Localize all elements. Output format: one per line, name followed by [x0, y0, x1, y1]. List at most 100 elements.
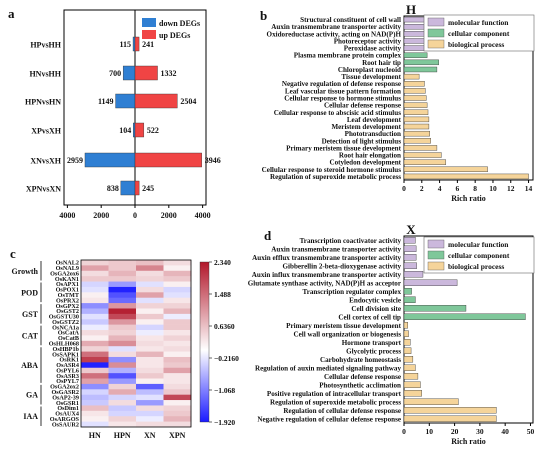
rich-ratio-bar [403, 373, 419, 380]
heatmap-cell [163, 303, 192, 309]
gene-label: OsGSTU30 [49, 314, 79, 321]
category-label: Endocytic vesicle [349, 296, 401, 304]
heatmap-cell [81, 373, 109, 379]
rich-ratio-bar [403, 116, 430, 123]
category-label: Photoreceptor activity [334, 37, 402, 45]
category-label: Regulation of superoxide metabolic proce… [270, 173, 401, 181]
heatmap-cell [136, 313, 164, 320]
heatmap-cell [108, 303, 137, 309]
heatmap-cell [136, 367, 164, 374]
heatmap-cell [136, 416, 164, 422]
rich-ratio-bar [403, 130, 430, 137]
category-label: Root hair elongation [339, 152, 401, 160]
rich-ratio-bar [403, 159, 447, 165]
category-label: Cell division site [351, 305, 401, 313]
plot-frame [403, 235, 534, 424]
group-label: GA [26, 391, 38, 400]
legend-swatch-bp [427, 261, 445, 271]
rich-ratio-bar [403, 398, 459, 405]
heatmap-cell [163, 378, 192, 385]
down-value-label: 115 [119, 40, 131, 49]
rich-ratio-bar [403, 237, 416, 244]
column-label: HN [89, 431, 101, 440]
heatmap-cell [136, 356, 164, 363]
up-bar [134, 65, 158, 81]
heatmap-cell [136, 303, 164, 309]
heatmap-cell [81, 416, 109, 422]
heatmap-cell [108, 400, 137, 406]
rich-ratio-bar [403, 279, 458, 286]
heatmap-cell [108, 416, 137, 422]
heatmap-cell [81, 362, 109, 369]
heatmap-cell [81, 389, 109, 395]
heatmap-cell [108, 389, 137, 395]
rich-ratio-bar [403, 364, 416, 371]
heatmap-cell [136, 260, 164, 266]
x-tick-label: 8 [473, 184, 477, 193]
heatmap-cell [136, 286, 164, 293]
category-label: Oxidoreductase activity, acting on NAD(P… [267, 30, 402, 38]
heatmap-cell [81, 394, 109, 401]
panel-label-d: d [264, 228, 272, 243]
panel-a-diverging-bar-chart: a HPvsHH 115 241 HNvsHH 700 1332 HPNvsHN 1149 250… [8, 6, 221, 220]
gene-label: OsPOX1 [56, 287, 79, 294]
heatmap-cell [81, 383, 109, 390]
heatmap-cell [136, 421, 164, 428]
heatmap-cell [163, 362, 192, 369]
heatmap-cell [163, 400, 192, 406]
heatmap-cell [81, 356, 109, 363]
gene-label: OsHBP1b [53, 346, 80, 353]
heatmap-cell [108, 373, 137, 379]
heatmap-cell [163, 335, 192, 342]
rich-ratio-bar [403, 356, 414, 363]
heatmap-cell [136, 270, 164, 277]
heatmap-cell [136, 335, 164, 342]
gene-label: OsARGOS [50, 416, 80, 423]
category-label: XPvsXH [31, 127, 62, 136]
heatmap-cell [81, 346, 109, 352]
up-value-label: 522 [147, 126, 159, 135]
gene-label: OsGPX2 [56, 303, 79, 310]
panel-label-c: c [10, 246, 16, 261]
gene-label: OsSAUR2 [52, 421, 79, 428]
heatmap-cell [108, 405, 137, 412]
x-tick-label: 10 [489, 184, 497, 193]
category-label: Carbohydrate homeostasis [320, 356, 401, 364]
legend-label: molecular function [448, 240, 509, 249]
gene-label: OsDim1 [57, 405, 79, 412]
heatmap-cell [108, 330, 137, 336]
category-label: Cellular response to hormone stimulus [284, 95, 401, 103]
rich-ratio-bar [403, 123, 430, 130]
heatmap-cell [163, 308, 192, 315]
x-tick-label: 30 [476, 427, 484, 436]
x-tick-label: 6 [456, 184, 460, 193]
category-label: Leaf vascular tissue pattern formation [285, 87, 401, 95]
legend-swatch-cc [427, 250, 445, 260]
heatmap-cell [163, 260, 192, 266]
category-label: HPNvsHN [25, 98, 61, 107]
up-bar [134, 180, 140, 196]
heatmap-cell [108, 297, 137, 304]
gene-label: OsGSTZ2 [52, 319, 79, 326]
heatmap-frame [80, 259, 192, 428]
heatmap-cell [136, 389, 164, 395]
heatmap-cell [81, 292, 109, 299]
heatmap-cell [163, 367, 192, 374]
colorbar-tick-label: −0.2160 [214, 354, 239, 363]
x-axis-label: Rich ratio [451, 194, 485, 203]
heatmap-cell [136, 324, 164, 331]
heatmap-cell [136, 265, 164, 272]
heatmap-cell [163, 416, 192, 422]
gene-label: OsRK1 [59, 357, 79, 364]
gene-label: OsTMT [58, 292, 80, 299]
group-label: POD [21, 288, 38, 297]
group-label: GST [22, 310, 39, 319]
category-label: Chloroplast nucleoid [338, 66, 401, 74]
heatmap-cell [163, 421, 192, 428]
heatmap-cell [108, 260, 137, 266]
category-label: Hormone transport [342, 339, 402, 347]
up-bar [134, 36, 140, 52]
gene-label: OsGSR1 [56, 400, 79, 407]
down-value-label: 1149 [98, 97, 114, 106]
